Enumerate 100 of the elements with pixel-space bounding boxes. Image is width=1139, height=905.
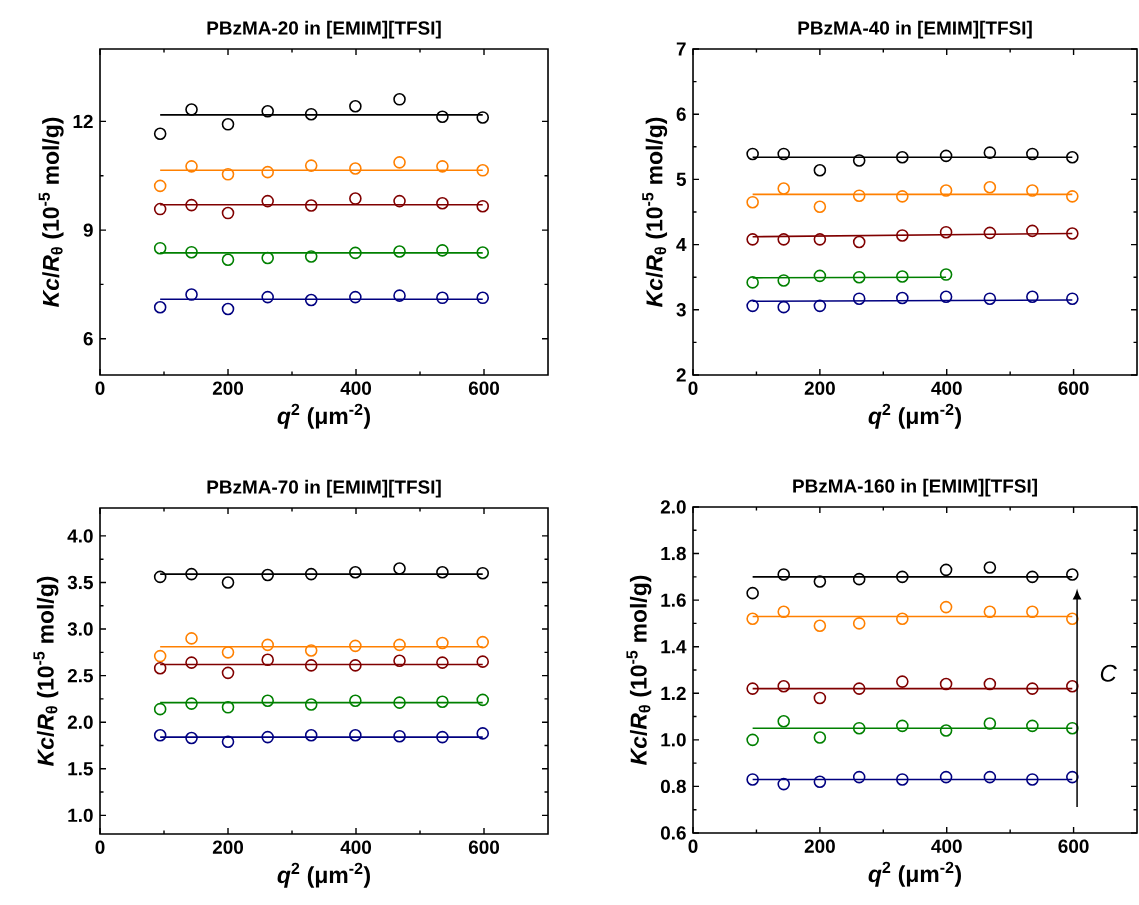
point — [896, 612, 909, 626]
point — [1026, 773, 1039, 786]
point — [476, 199, 490, 213]
y-tick-label: 1.0 — [68, 808, 93, 823]
y-tick-label: 0.8 — [660, 779, 686, 794]
point — [304, 107, 318, 121]
point — [393, 654, 406, 668]
point — [1026, 184, 1039, 197]
point — [476, 246, 490, 259]
point — [221, 576, 235, 589]
point — [185, 288, 198, 301]
point — [939, 724, 953, 737]
point — [777, 714, 791, 728]
point — [393, 289, 406, 302]
x-tick-label: 0 — [688, 839, 698, 853]
point — [896, 291, 909, 305]
point — [261, 251, 274, 265]
point — [1066, 190, 1079, 203]
point — [304, 293, 318, 307]
point — [304, 199, 318, 212]
point — [153, 649, 167, 663]
point — [221, 118, 235, 131]
point — [436, 110, 449, 124]
point — [896, 190, 909, 203]
point — [185, 731, 198, 745]
point — [1066, 292, 1079, 305]
point — [304, 659, 318, 672]
x-tick-label: 400 — [340, 381, 372, 395]
point — [349, 659, 362, 672]
point — [896, 570, 909, 584]
y-tick-label: 2.0 — [660, 500, 686, 514]
y-tick-label: 1.0 — [661, 733, 686, 747]
y-tick-label: 4.0 — [67, 529, 93, 543]
point — [896, 229, 909, 242]
point — [983, 180, 997, 194]
point — [1026, 224, 1039, 238]
point — [261, 694, 274, 708]
point — [777, 605, 791, 619]
point — [939, 563, 953, 577]
point — [813, 775, 827, 789]
y-tick-label: 0.6 — [660, 826, 686, 840]
point — [349, 728, 362, 742]
point — [304, 728, 318, 742]
point — [393, 156, 406, 169]
point — [304, 644, 318, 657]
x-axis-title: q$^{2}$ (μm$^{-2}$) — [868, 403, 961, 429]
point — [261, 194, 274, 208]
point — [393, 93, 406, 106]
point — [221, 206, 235, 220]
x-tick-label: 400 — [931, 839, 962, 853]
point — [349, 99, 362, 113]
point — [1066, 150, 1079, 164]
point — [261, 165, 274, 179]
point — [476, 566, 490, 580]
point — [1026, 682, 1039, 695]
point — [852, 270, 866, 284]
y-axis-title: Kc/R$_{θ}$ (10$^{-5}$ mol/g) — [642, 117, 668, 307]
point — [746, 233, 759, 246]
point — [221, 253, 235, 267]
point — [896, 773, 909, 786]
y-tick-label: 6 — [676, 107, 686, 121]
point — [153, 702, 167, 716]
point — [852, 572, 866, 586]
point — [476, 693, 490, 707]
point — [746, 586, 759, 600]
point — [185, 567, 198, 581]
point — [261, 104, 274, 118]
point — [393, 729, 406, 743]
point — [852, 235, 866, 249]
point — [221, 666, 235, 680]
x-tick-label: 0 — [95, 840, 105, 854]
point — [896, 675, 909, 688]
point — [939, 268, 953, 281]
point — [349, 639, 362, 653]
point — [304, 159, 318, 172]
point — [813, 691, 827, 705]
point — [221, 646, 235, 659]
point — [939, 290, 953, 304]
point — [896, 150, 909, 164]
chart-title: PBzMA-40 in [EMIM][TFSI] — [798, 20, 1032, 39]
point — [153, 728, 167, 742]
chart-title: PBzMA-160 in [EMIM][TFSI] — [793, 478, 1037, 497]
point — [261, 730, 274, 744]
point — [939, 600, 953, 614]
point — [852, 189, 866, 202]
point — [185, 697, 198, 710]
point — [939, 677, 953, 691]
point — [436, 695, 449, 709]
point — [476, 635, 490, 649]
point — [983, 292, 997, 305]
x-tick-label: 600 — [1058, 381, 1089, 395]
y-tick-label: 2.0 — [67, 715, 93, 729]
y-tick-label: 6 — [83, 332, 93, 346]
point — [939, 149, 953, 163]
point — [746, 195, 759, 209]
point — [1066, 568, 1079, 581]
point — [983, 561, 997, 574]
point — [349, 694, 362, 708]
point — [436, 730, 449, 744]
point — [983, 226, 997, 240]
